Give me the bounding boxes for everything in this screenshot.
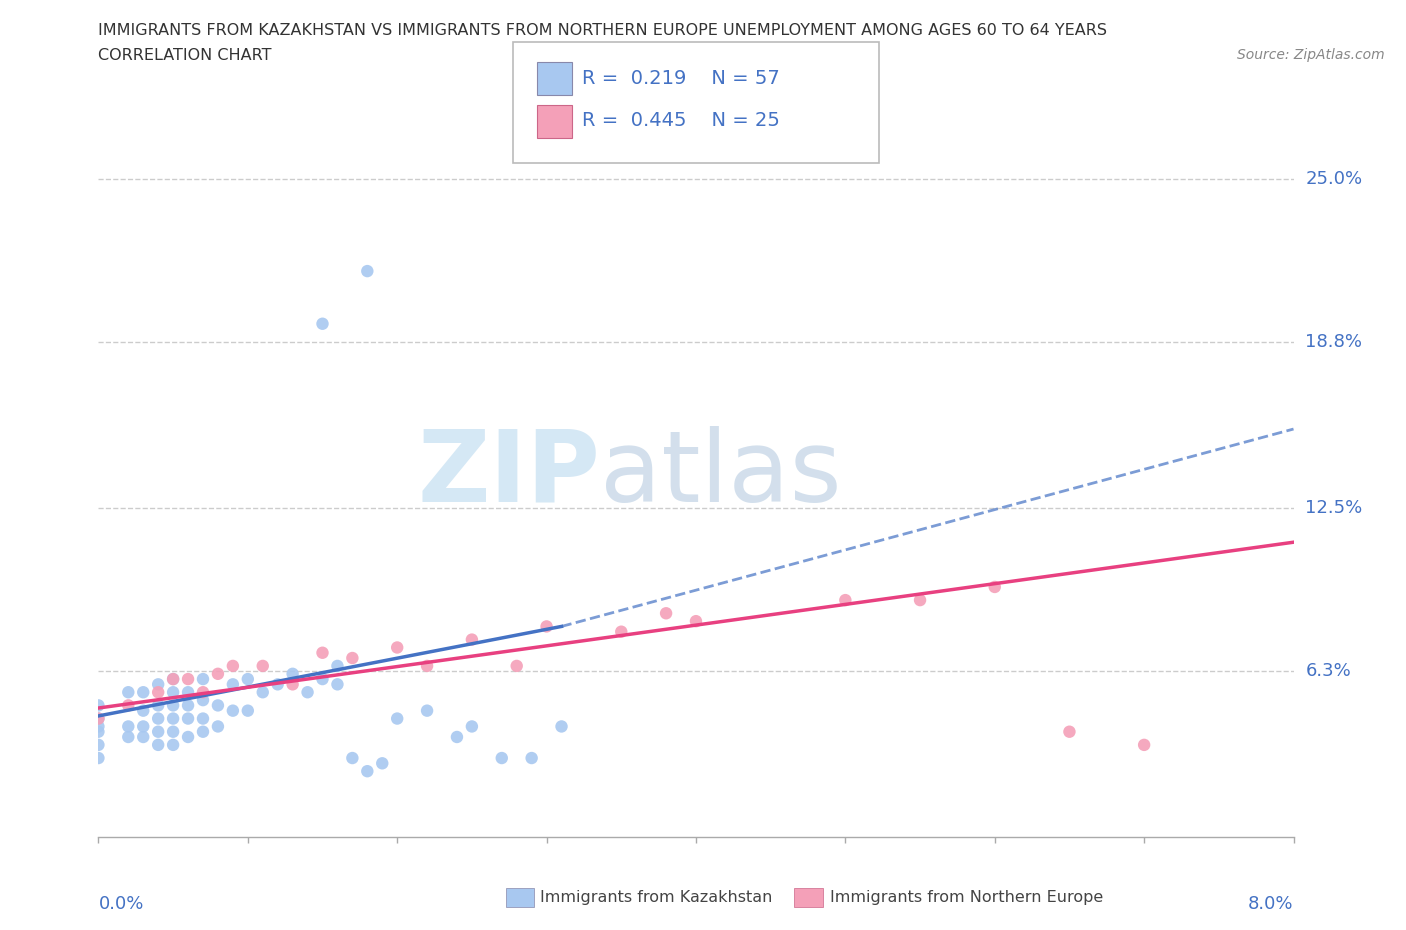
Point (267, 677, 290, 692)
Point (520, 751, 543, 765)
Point (117, 698, 139, 712)
Point (87, 711, 110, 726)
Point (148, 684, 170, 699)
Point (297, 684, 319, 699)
Point (311, 645, 333, 660)
Point (132, 729, 155, 744)
Point (191, 711, 214, 726)
Point (491, 751, 513, 765)
Point (311, 671, 333, 686)
Point (1059, 724, 1081, 739)
Point (222, 658, 245, 673)
Point (162, 698, 184, 712)
Point (252, 658, 274, 673)
Point (536, 619, 558, 634)
Point (385, 640, 409, 655)
Point (610, 624, 633, 639)
Text: IMMIGRANTS FROM KAZAKHSTAN VS IMMIGRANTS FROM NORTHERN EUROPE UNEMPLOYMENT AMONG: IMMIGRANTS FROM KAZAKHSTAN VS IMMIGRANTS… (98, 23, 1108, 38)
Point (148, 737, 170, 752)
Text: Source: ZipAtlas.com: Source: ZipAtlas.com (1237, 48, 1385, 62)
Point (207, 719, 229, 734)
Point (207, 698, 229, 712)
Text: 6.3%: 6.3% (1305, 662, 1351, 680)
Text: 12.5%: 12.5% (1305, 499, 1362, 517)
Point (446, 729, 468, 744)
Point (177, 671, 200, 686)
Point (87, 737, 110, 752)
Text: 8.0%: 8.0% (1249, 895, 1294, 913)
Point (685, 614, 707, 629)
Point (117, 719, 139, 734)
Point (177, 684, 200, 699)
Point (356, 264, 378, 279)
Point (148, 724, 170, 739)
Point (371, 756, 394, 771)
Text: Immigrants from Kazakhstan: Immigrants from Kazakhstan (540, 890, 772, 905)
Point (117, 684, 139, 699)
Point (177, 711, 200, 726)
Point (236, 703, 259, 718)
Point (177, 698, 200, 712)
Point (191, 693, 214, 708)
Point (162, 711, 184, 726)
Text: 25.0%: 25.0% (1305, 170, 1362, 188)
Text: ZIP: ZIP (418, 426, 600, 523)
Text: 0.0%: 0.0% (98, 895, 143, 913)
Point (342, 751, 364, 765)
Point (191, 724, 214, 739)
Point (162, 724, 184, 739)
Point (162, 737, 184, 752)
Point (87, 719, 110, 734)
Point (550, 719, 572, 734)
Point (385, 711, 409, 726)
Point (162, 671, 184, 686)
Point (177, 729, 200, 744)
Point (87, 711, 110, 726)
Point (356, 764, 378, 778)
Point (281, 667, 304, 682)
Point (326, 677, 349, 692)
Point (326, 658, 349, 673)
Point (252, 684, 274, 699)
Point (148, 711, 170, 726)
Point (87, 751, 110, 765)
Point (281, 677, 304, 692)
Point (461, 632, 484, 647)
Point (207, 667, 229, 682)
Point (148, 698, 170, 712)
Text: R =  0.445    N = 25: R = 0.445 N = 25 (582, 112, 780, 130)
Text: Immigrants from Northern Europe: Immigrants from Northern Europe (830, 890, 1102, 905)
Point (908, 592, 931, 607)
Point (416, 658, 439, 673)
Text: 18.8%: 18.8% (1305, 333, 1362, 352)
Text: CORRELATION CHART: CORRELATION CHART (98, 48, 271, 63)
Point (506, 658, 529, 673)
Point (983, 579, 1005, 594)
Point (222, 703, 245, 718)
Point (191, 684, 214, 699)
Point (132, 684, 155, 699)
Point (162, 671, 184, 686)
Point (236, 671, 259, 686)
Point (416, 703, 439, 718)
Point (311, 316, 333, 331)
Point (1133, 737, 1156, 752)
Point (148, 677, 170, 692)
Point (132, 703, 155, 718)
Point (191, 671, 214, 686)
Point (117, 729, 139, 744)
Point (87, 698, 110, 712)
Point (132, 719, 155, 734)
Point (834, 592, 856, 607)
Point (461, 719, 484, 734)
Point (87, 724, 110, 739)
Text: atlas: atlas (600, 426, 842, 523)
Point (342, 651, 364, 666)
Point (222, 677, 245, 692)
Text: R =  0.219    N = 57: R = 0.219 N = 57 (582, 69, 780, 87)
Point (162, 684, 184, 699)
Point (655, 605, 678, 620)
